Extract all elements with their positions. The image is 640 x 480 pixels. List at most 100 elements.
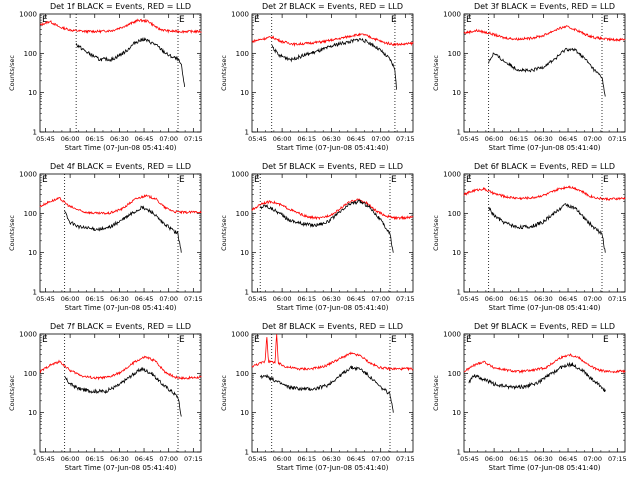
y-tick-label: 10: [452, 409, 461, 417]
x-axis-label: Start Time (07-Jun-08 05:41:40): [489, 144, 601, 152]
y-axis-label: Counts/sec: [432, 375, 440, 411]
x-axis-label: Start Time (07-Jun-08 05:41:40): [277, 144, 389, 152]
events-series-line: [259, 199, 394, 253]
x-tick-label: 05:45: [248, 455, 267, 463]
detector-panel-6: Det 6f BLACK = Events, RED = LLD 1 10 100 10…: [432, 162, 627, 312]
y-axis-label: Counts/sec: [220, 55, 228, 91]
x-tick-label: 06:45: [559, 455, 578, 463]
x-tick-label: 05:45: [248, 135, 267, 143]
panel-title: Det 6f BLACK = Events, RED = LLD: [474, 162, 615, 171]
x-axis-label: Start Time (07-Jun-08 05:41:40): [65, 144, 177, 152]
y-axis-label: Counts/sec: [8, 215, 16, 251]
y-tick-label: 1: [457, 129, 461, 137]
x-tick-label: 07:15: [184, 455, 203, 463]
panel-title: Det 7f BLACK = Events, RED = LLD: [50, 322, 191, 331]
y-tick-label: 1: [245, 449, 249, 457]
e-marker-right: E: [179, 175, 185, 185]
y-tick-label: 1000: [443, 11, 461, 19]
x-tick-label: 06:00: [61, 135, 80, 143]
y-tick-label: 100: [236, 50, 249, 58]
panel-title: Det 5f BLACK = Events, RED = LLD: [262, 162, 403, 171]
lld-series-line: [251, 334, 414, 372]
plot-frame: [39, 333, 202, 453]
events-series-line: [488, 47, 606, 97]
e-marker-right: E: [603, 335, 609, 345]
e-marker-left: E: [466, 175, 472, 185]
plot-frame: [251, 173, 414, 293]
lld-series-line: [39, 355, 202, 381]
x-tick-label: 06:30: [110, 455, 129, 463]
x-tick-label: 07:15: [608, 455, 627, 463]
y-tick-label: 1: [245, 129, 249, 137]
x-tick-label: 06:15: [297, 455, 316, 463]
y-tick-label: 10: [240, 89, 249, 97]
x-axis-label: Start Time (07-Jun-08 05:41:40): [277, 304, 389, 312]
x-axis-label: Start Time (07-Jun-08 05:41:40): [489, 464, 601, 472]
x-tick-label: 07:15: [608, 135, 627, 143]
e-marker-right: E: [391, 335, 397, 345]
x-tick-label: 06:00: [485, 135, 504, 143]
x-tick-label: 06:45: [135, 455, 154, 463]
x-axis-label: Start Time (07-Jun-08 05:41:40): [65, 464, 177, 472]
y-axis-label: Counts/sec: [432, 215, 440, 251]
x-tick-label: 05:45: [36, 295, 55, 303]
e-marker-left: E: [466, 335, 472, 345]
x-tick-label: 07:00: [371, 295, 390, 303]
plot-frame: [251, 13, 414, 133]
y-tick-label: 100: [448, 210, 461, 218]
x-tick-label: 05:45: [460, 295, 479, 303]
plot-frame: [463, 173, 626, 293]
y-tick-label: 1: [457, 289, 461, 297]
x-tick-label: 06:00: [61, 455, 80, 463]
plot-frame: [463, 13, 626, 133]
x-axis-label: Start Time (07-Jun-08 05:41:40): [489, 304, 601, 312]
y-tick-label: 1: [245, 289, 249, 297]
x-tick-label: 06:30: [534, 135, 553, 143]
x-tick-label: 06:45: [135, 135, 154, 143]
e-marker-right: E: [179, 335, 185, 345]
lld-series-line: [251, 32, 414, 47]
x-tick-label: 06:45: [135, 295, 154, 303]
detector-panel-3: Det 3f BLACK = Events, RED = LLD 1 10 100 10…: [432, 2, 627, 152]
y-tick-label: 10: [28, 249, 37, 257]
y-tick-label: 1000: [19, 331, 37, 339]
panel-title: Det 3f BLACK = Events, RED = LLD: [474, 2, 615, 11]
events-series-line: [468, 361, 606, 393]
x-tick-label: 06:15: [509, 455, 528, 463]
e-marker-left: E: [42, 175, 48, 185]
y-tick-label: 1000: [231, 11, 249, 19]
y-tick-label: 1000: [19, 11, 37, 19]
y-tick-label: 1000: [231, 331, 249, 339]
y-tick-label: 1000: [443, 331, 461, 339]
plot-frame: [463, 333, 626, 453]
detector-panel-2: Det 2f BLACK = Events, RED = LLD 1 10 100 10…: [220, 2, 415, 152]
y-tick-label: 1000: [19, 171, 37, 179]
y-tick-label: 1: [33, 289, 37, 297]
e-marker-left: E: [254, 175, 260, 185]
y-tick-label: 100: [236, 210, 249, 218]
y-axis-label: Counts/sec: [220, 215, 228, 251]
x-tick-label: 06:30: [110, 295, 129, 303]
e-marker-right: E: [603, 175, 609, 185]
y-tick-label: 10: [28, 409, 37, 417]
x-tick-label: 06:30: [534, 455, 553, 463]
detector-panel-9: Det 9f BLACK = Events, RED = LLD 1 10 100 10…: [432, 322, 627, 472]
detector-panel-7: Det 7f BLACK = Events, RED = LLD 1 10 100 10…: [8, 322, 203, 472]
e-marker-right: E: [603, 15, 609, 25]
x-tick-label: 06:00: [273, 455, 292, 463]
events-series-line: [259, 365, 394, 413]
lld-series-line: [39, 194, 202, 216]
y-axis-label: Counts/sec: [8, 375, 16, 411]
y-tick-label: 100: [24, 210, 37, 218]
events-series-line: [64, 366, 182, 417]
x-tick-label: 06:15: [85, 455, 104, 463]
plot-frame: [39, 13, 202, 133]
y-tick-label: 1: [33, 449, 37, 457]
e-marker-right: E: [179, 15, 185, 25]
y-tick-label: 10: [452, 89, 461, 97]
events-series-line: [75, 36, 185, 87]
panel-title: Det 4f BLACK = Events, RED = LLD: [50, 162, 191, 171]
x-tick-label: 06:45: [347, 455, 366, 463]
x-tick-label: 06:30: [322, 135, 341, 143]
